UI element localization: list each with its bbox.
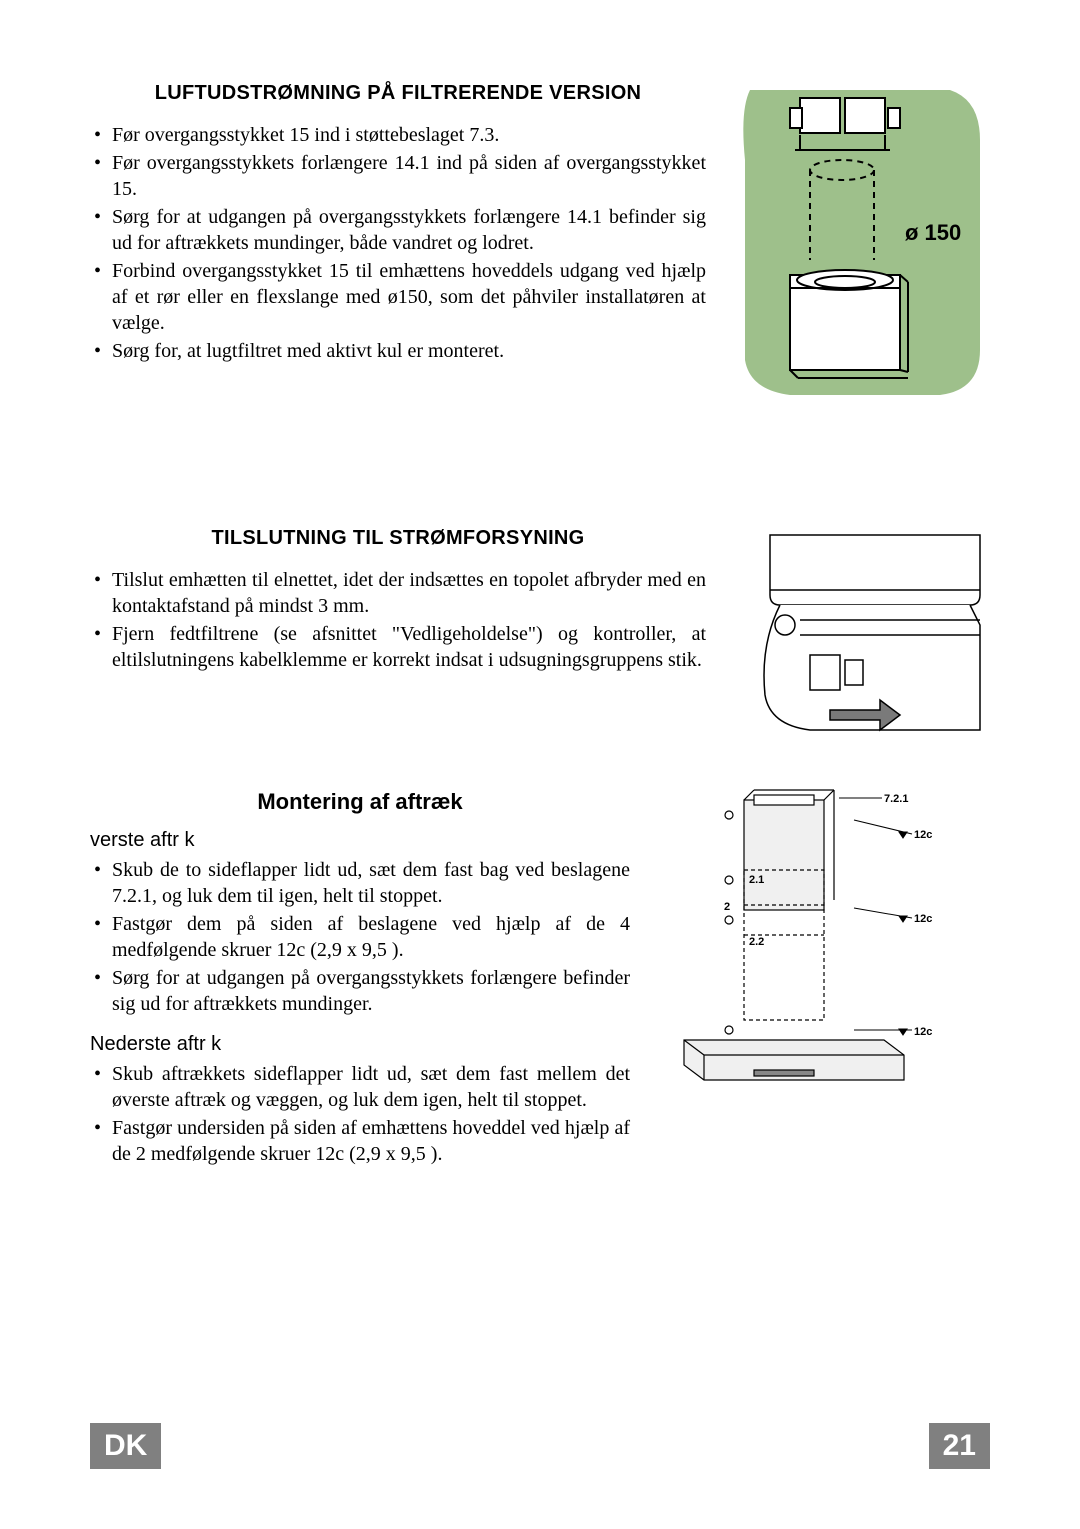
label-12c-3: 12c xyxy=(914,1026,932,1038)
list-item: Fastgør dem på siden af beslagene ved hj… xyxy=(90,911,630,963)
list-item: Før overgangsstykkets forlængere 14.1 in… xyxy=(90,150,706,202)
page-footer: DK 21 xyxy=(90,1423,990,1469)
power-diagram-icon xyxy=(730,525,990,745)
section1-figure: ø 150 xyxy=(730,80,990,405)
list-item: Tilslut emhætten til elnettet, idet der … xyxy=(90,567,706,619)
sub2-head: Nederste aftr k xyxy=(90,1031,630,1057)
section1-list: Før overgangsstykket 15 ind i støttebesl… xyxy=(90,122,706,364)
section1-heading: LUFTUDSTRØMNING PÅ FILTRERENDE VERSION xyxy=(90,80,706,106)
list-item: Sørg for, at lugtfiltret med aktivt kul … xyxy=(90,338,706,364)
section1-text: LUFTUDSTRØMNING PÅ FILTRERENDE VERSION F… xyxy=(90,80,706,405)
section3-figure: 7.2.1 12c 12c 12c 2.1 2 2.2 xyxy=(654,780,990,1169)
label-12c-1: 12c xyxy=(914,829,932,841)
list-item: Sørg for at udgangen på overgangsstykket… xyxy=(90,965,630,1017)
section3-text: Montering af aftræk verste aftr k Skub d… xyxy=(90,780,630,1169)
list-item: Skub de to sideflapper lidt ud, sæt dem … xyxy=(90,857,630,909)
list-item: Forbind overgangsstykket 15 til emhætten… xyxy=(90,258,706,336)
page-content: LUFTUDSTRØMNING PÅ FILTRERENDE VERSION F… xyxy=(0,0,1080,1529)
section-power: TILSLUTNING TIL STRØMFORSYNING Tilslut e… xyxy=(90,525,990,750)
section2-heading: TILSLUTNING TIL STRØMFORSYNING xyxy=(90,525,706,551)
sub2-list: Skub aftrækkets sideflapper lidt ud, sæt… xyxy=(90,1061,630,1167)
section2-list: Tilslut emhætten til elnettet, idet der … xyxy=(90,567,706,673)
section2-figure xyxy=(730,525,990,750)
list-item: Skub aftrækkets sideflapper lidt ud, sæt… xyxy=(90,1061,630,1113)
footer-lang: DK xyxy=(90,1423,161,1469)
section3-title: Montering af aftræk xyxy=(90,788,630,817)
label-721: 7.2.1 xyxy=(884,793,908,805)
sub1-head: verste aftr k xyxy=(90,827,630,853)
list-item: Før overgangsstykket 15 ind i støttebesl… xyxy=(90,122,706,148)
section-mounting: Montering af aftræk verste aftr k Skub d… xyxy=(90,780,990,1169)
label-22: 2.2 xyxy=(749,936,764,948)
list-item: Fastgør undersiden på siden af emhættens… xyxy=(90,1115,630,1167)
diameter-label: ø 150 xyxy=(905,220,961,245)
section-filtering: LUFTUDSTRØMNING PÅ FILTRERENDE VERSION F… xyxy=(90,80,990,405)
mounting-diagram-icon: 7.2.1 12c 12c 12c 2.1 2 2.2 xyxy=(654,780,954,1130)
label-12c-2: 12c xyxy=(914,913,932,925)
footer-page: 21 xyxy=(929,1423,990,1469)
list-item: Sørg for at udgangen på overgangsstykket… xyxy=(90,204,706,256)
sub1-list: Skub de to sideflapper lidt ud, sæt dem … xyxy=(90,857,630,1017)
section2-text: TILSLUTNING TIL STRØMFORSYNING Tilslut e… xyxy=(90,525,706,750)
filter-diagram-icon: ø 150 xyxy=(730,80,990,400)
label-21: 2.1 xyxy=(749,874,764,886)
list-item: Fjern fedtfiltrene (se afsnittet "Vedlig… xyxy=(90,621,706,673)
label-2: 2 xyxy=(724,901,730,913)
